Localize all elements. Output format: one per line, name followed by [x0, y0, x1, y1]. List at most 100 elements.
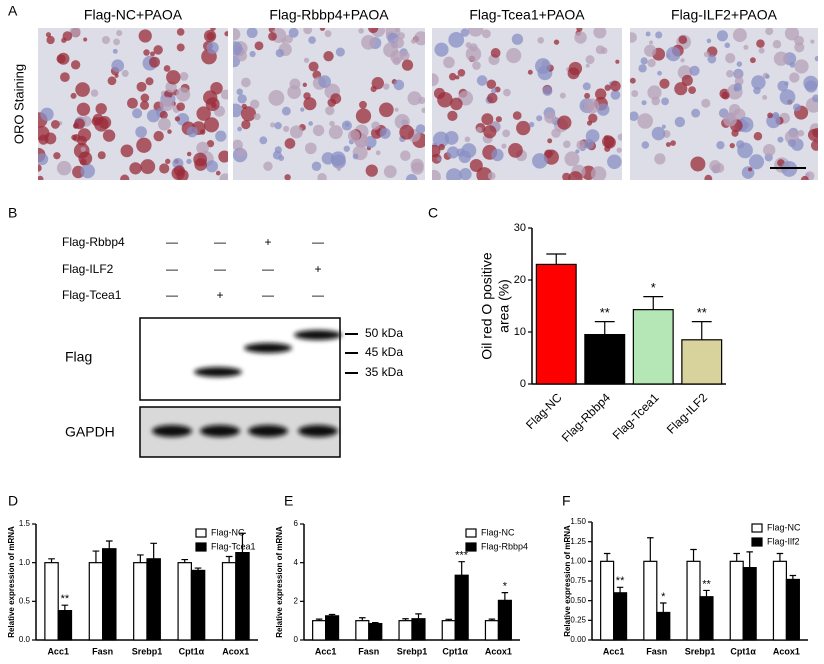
cell	[767, 112, 773, 119]
marker-label: 50 kDa	[365, 326, 403, 340]
error-bar	[458, 561, 465, 576]
cell	[491, 148, 504, 162]
x-tick-label: Srebp1	[397, 646, 428, 656]
cell	[729, 104, 741, 116]
cell	[78, 151, 93, 166]
cell	[330, 151, 346, 167]
bar	[643, 560, 658, 641]
cell	[365, 164, 378, 177]
cell	[174, 116, 180, 122]
cell	[751, 75, 766, 90]
cell	[254, 41, 264, 51]
band	[244, 343, 292, 353]
x-tick-label: Fasn	[92, 646, 113, 656]
y-tick-label: 1.0	[19, 558, 31, 567]
cell	[582, 82, 591, 91]
blot-label: Flag	[65, 349, 92, 365]
cell	[317, 173, 327, 180]
bar	[441, 620, 456, 641]
x-tick-label: Srebp1	[685, 646, 716, 656]
cell	[432, 169, 441, 180]
cell	[263, 161, 273, 171]
error-bar	[92, 550, 100, 563]
cell	[574, 31, 587, 44]
cell	[576, 28, 583, 32]
cell	[691, 108, 701, 118]
cell	[153, 130, 164, 142]
y-tick-label: 0.75	[570, 576, 586, 585]
cell	[670, 140, 676, 146]
bar	[656, 611, 671, 641]
condition-mark: —	[312, 235, 324, 249]
cell	[165, 158, 171, 165]
cell	[215, 170, 221, 176]
panel-label: E	[284, 493, 293, 509]
cell	[220, 89, 228, 100]
cell	[186, 158, 192, 165]
cell	[741, 166, 755, 179]
cell	[343, 145, 350, 152]
cell	[203, 29, 217, 43]
cell	[249, 50, 256, 58]
cell	[288, 28, 299, 38]
error-bar	[194, 567, 202, 571]
significance: *	[661, 591, 666, 603]
error-bar	[415, 613, 422, 619]
cell	[491, 88, 497, 94]
cell	[810, 139, 818, 151]
cell	[274, 121, 282, 130]
cell	[680, 58, 685, 63]
error-bar	[643, 296, 664, 310]
cell	[564, 151, 580, 167]
cell	[401, 59, 414, 71]
cell	[233, 41, 243, 56]
cell	[418, 96, 425, 105]
axis-title: Relative expression of mRNA	[7, 526, 16, 638]
cell	[163, 65, 171, 72]
cell	[259, 136, 268, 145]
cell	[649, 40, 654, 45]
cell	[725, 53, 736, 64]
cell	[186, 151, 192, 157]
cell	[70, 60, 81, 70]
cell	[657, 70, 662, 76]
error-bar	[690, 548, 697, 562]
bar	[742, 567, 757, 641]
cell	[219, 173, 228, 180]
x-tick-label: Acc1	[47, 646, 69, 656]
cell	[436, 157, 441, 162]
cell	[457, 69, 466, 77]
cell	[270, 122, 276, 128]
band	[194, 367, 242, 377]
y-tick-label: 30	[514, 222, 526, 234]
cell	[405, 174, 418, 180]
cell	[567, 67, 580, 80]
cell	[233, 103, 243, 118]
error-bar	[402, 618, 409, 621]
cell	[330, 93, 342, 104]
cell	[80, 163, 95, 179]
cell	[312, 124, 325, 137]
micrograph	[630, 28, 818, 180]
cell	[495, 116, 502, 123]
cell	[461, 143, 477, 159]
cell	[253, 113, 261, 121]
cell	[113, 38, 120, 46]
cell	[383, 42, 399, 58]
significance: **	[61, 593, 70, 605]
cell	[56, 54, 66, 64]
cell	[472, 61, 481, 70]
cell	[443, 56, 455, 69]
cell	[407, 91, 422, 106]
bar	[146, 558, 161, 641]
cell	[206, 140, 215, 148]
error-bar	[328, 613, 336, 616]
cell	[410, 158, 424, 172]
cell	[146, 109, 160, 123]
cell	[665, 142, 671, 147]
cell	[206, 41, 219, 55]
cell	[794, 35, 805, 46]
cell	[205, 160, 219, 173]
cell	[318, 75, 331, 88]
